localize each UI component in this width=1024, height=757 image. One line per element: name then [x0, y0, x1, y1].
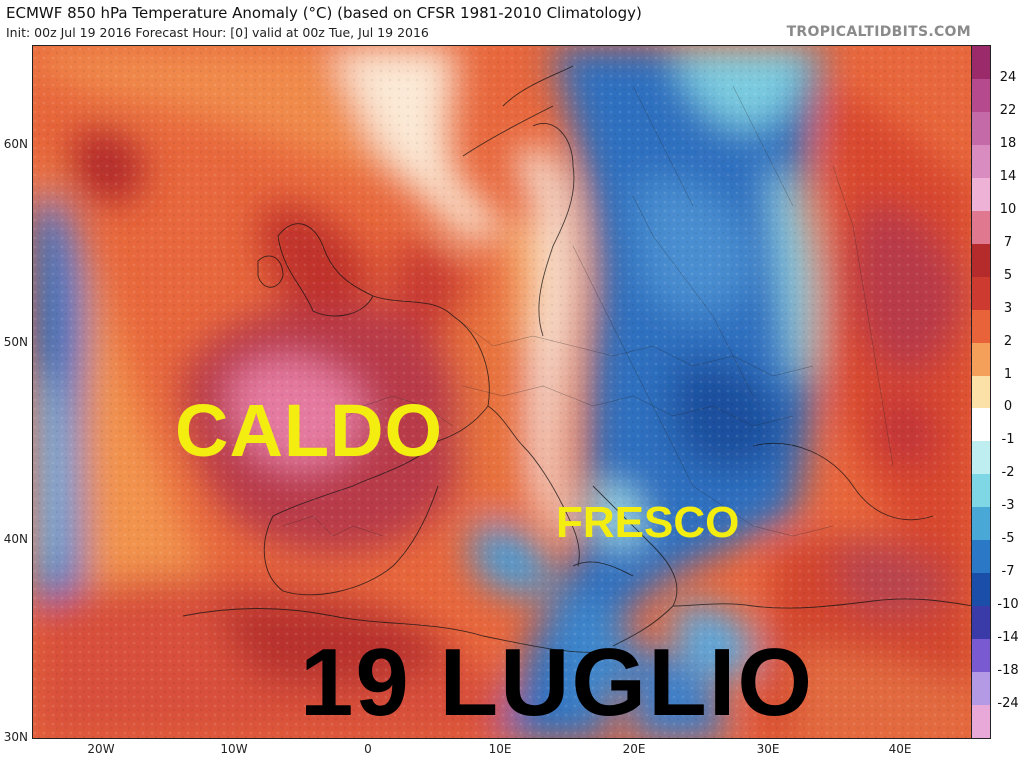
- colorbar-label: 1: [1003, 366, 1013, 382]
- colorbar-segment: [972, 639, 990, 673]
- chart-title: ECMWF 850 hPa Temperature Anomaly (°C) (…: [6, 4, 642, 22]
- colorbar-segment: [972, 672, 990, 706]
- colorbar-label: 10: [999, 201, 1017, 217]
- coastlines: [182, 65, 971, 653]
- lat-tick-40n: 40N: [3, 532, 28, 546]
- colorbar-segment: [972, 573, 990, 607]
- colorbar-segment: [972, 309, 990, 344]
- colorbar-segment: [972, 177, 990, 212]
- colorbar-label: -7: [1001, 564, 1015, 580]
- colorbar-segment: [972, 507, 990, 541]
- site-credit: TROPICALTIDBITS.COM: [786, 24, 971, 40]
- hot-label: CALDO: [175, 389, 444, 472]
- colorbar-segment: [972, 243, 990, 278]
- lon-tick-30e: 30E: [756, 742, 780, 756]
- colorbar-segment: [972, 705, 990, 739]
- texture-overlay: [33, 46, 971, 738]
- cool-label: FRESCO: [556, 498, 740, 547]
- lon-tick-40e: 40E: [888, 742, 912, 756]
- colorbar-label: -2: [1001, 465, 1015, 481]
- lat-tick-30n: 30N: [3, 730, 28, 744]
- colorbar-segment: [972, 540, 990, 574]
- colorbar-label: -5: [1001, 531, 1015, 547]
- lon-tick-10e: 10E: [488, 742, 512, 756]
- colorbar-label: -18: [997, 663, 1019, 679]
- colorbar-label: -1: [1001, 432, 1015, 448]
- colorbar-segment: [972, 375, 990, 409]
- colorbar-label: -3: [1001, 498, 1015, 514]
- colorbar-segment: [972, 78, 990, 113]
- date-label: 19 LUGLIO: [300, 629, 815, 736]
- colorbar-segment: [972, 144, 990, 179]
- colorbar-segment: [972, 276, 990, 311]
- colorbar-label: -24: [997, 696, 1019, 712]
- chart-subtitle: Init: 00z Jul 19 2016 Forecast Hour: [0]…: [6, 25, 429, 40]
- colorbar-label: -14: [997, 630, 1019, 646]
- colorbar-label: -10: [997, 597, 1019, 613]
- colorbar-segment: [972, 210, 990, 245]
- lon-tick-20e: 20E: [622, 742, 646, 756]
- colorbar-label: 24: [999, 69, 1017, 85]
- colorbar-label: 14: [999, 168, 1017, 184]
- lat-tick-60n: 60N: [3, 137, 28, 151]
- lon-tick-20w: 20W: [87, 742, 115, 756]
- colorbar-segment: [972, 111, 990, 146]
- lon-tick-10w: 10W: [220, 742, 248, 756]
- colorbar-segment: [972, 606, 990, 640]
- country-borders: [282, 85, 894, 537]
- colorbar: [971, 45, 991, 739]
- colorbar-segment: [972, 342, 990, 376]
- colorbar-segment: [972, 46, 990, 80]
- lon-tick-0: 0: [364, 742, 372, 756]
- lat-tick-50n: 50N: [3, 335, 28, 349]
- colorbar-label: 3: [1003, 300, 1013, 316]
- colorbar-label: 0: [1003, 399, 1013, 415]
- colorbar-label: 22: [999, 102, 1017, 118]
- colorbar-label: 2: [1003, 333, 1013, 349]
- map-canvas: [33, 46, 971, 738]
- anomaly-map: [32, 45, 972, 739]
- colorbar-label: 5: [1003, 267, 1013, 283]
- colorbar-label: 18: [999, 135, 1017, 151]
- colorbar-label: 7: [1003, 234, 1013, 250]
- colorbar-segment: [972, 441, 990, 475]
- colorbar-segment: [972, 408, 990, 442]
- colorbar-segment: [972, 474, 990, 508]
